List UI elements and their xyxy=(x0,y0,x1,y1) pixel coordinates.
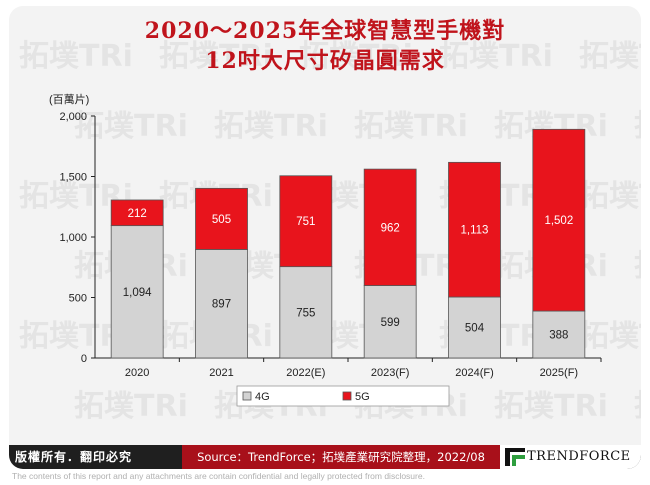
x-tick-label: 2024(F) xyxy=(455,367,494,379)
data-label-4g: 1,094 xyxy=(123,287,152,299)
data-label-5g: 962 xyxy=(381,222,400,234)
watermark-text: 拓墣TRi xyxy=(214,109,328,144)
report-frame: 拓墣TRi 拓墣TRi 拓墣TRi 拓墣TRi 拓墣TRi 拓墣TRi 拓墣TRi 拓墣TRi… xyxy=(9,6,641,469)
bar-5g-4 xyxy=(448,161,501,298)
y-axis-unit: (百萬片) xyxy=(49,93,89,106)
chart-title: 2020～2025年全球智慧型手機對 12吋大尺寸矽晶圓需求 xyxy=(9,16,641,76)
data-label-4g: 388 xyxy=(549,330,568,342)
brand-name: TRENDFORCE xyxy=(527,449,631,464)
title-line-1: 2020～2025年全球智慧型手機對 xyxy=(144,18,506,44)
bar-4g-1 xyxy=(195,249,248,359)
legend-swatch-5g xyxy=(342,391,352,401)
y-tick-label: 0 xyxy=(81,353,87,365)
watermark-text: 拓墣TRi xyxy=(579,179,641,214)
y-tick-label: 1,500 xyxy=(59,172,87,184)
x-tick-label: 2022(E) xyxy=(286,367,325,379)
bar-5g-1 xyxy=(195,187,248,250)
watermark-text: 拓墣TRi xyxy=(159,39,273,74)
x-tick-label: 2021 xyxy=(209,367,233,379)
y-tick-label: 1,000 xyxy=(59,232,87,244)
bar-4g-4 xyxy=(448,296,501,359)
bar-4g-3 xyxy=(363,285,417,359)
data-label-5g: 1,113 xyxy=(461,225,489,237)
source-note: Source：TrendForce；拓墣產業研究院整理，2022/08 xyxy=(182,445,500,469)
brand-logo: TRENDFORCE xyxy=(500,445,641,469)
bar-4g-0 xyxy=(110,225,164,359)
data-label-5g: 1,502 xyxy=(544,215,573,227)
watermark-text: 拓墣TRi xyxy=(634,249,641,284)
y-tick-label: 2,000 xyxy=(59,111,87,123)
data-label-5g: 751 xyxy=(296,216,315,228)
watermark-text: 拓墣TRi xyxy=(494,389,608,424)
data-label-4g: 755 xyxy=(296,307,315,319)
footer-bar: 版權所有．翻印必究 Source：TrendForce；拓墣產業研究院整理，20… xyxy=(9,445,641,469)
legend-label-4g: 4G xyxy=(255,391,270,403)
watermark-text: 拓墣TRi xyxy=(634,389,641,424)
bar-5g-0 xyxy=(110,199,164,227)
watermark-text: 拓墣TRi xyxy=(19,39,133,74)
trendforce-logo-icon xyxy=(505,448,525,466)
watermark-text: 拓墣TRi xyxy=(634,109,641,144)
disclaimer-text: The contents of this report and any atta… xyxy=(12,471,425,481)
legend-swatch-4g xyxy=(242,391,252,401)
stacked-bar-chart: (百萬片) 0 500 1,000 1,500 2,000 1,094 212 2020 897 5… xyxy=(49,93,602,407)
x-tick-label: 2025(F) xyxy=(540,367,579,379)
bar-5g-3 xyxy=(363,168,417,286)
data-label-5g: 212 xyxy=(128,208,147,220)
data-label-4g: 897 xyxy=(212,299,231,311)
x-tick-label: 2020 xyxy=(125,367,149,379)
watermark-text: 拓墣TRi xyxy=(299,39,413,74)
watermark-text: 拓墣TRi xyxy=(74,389,188,424)
data-label-4g: 504 xyxy=(465,323,485,335)
watermark-text: 拓墣TRi xyxy=(439,39,553,74)
watermark-text: 拓墣TRi xyxy=(74,109,188,144)
bar-5g-2 xyxy=(279,175,333,268)
legend: 4G 5G xyxy=(236,385,450,407)
bar-4g-2 xyxy=(279,266,333,359)
data-label-5g: 505 xyxy=(212,214,231,226)
legend-label-5g: 5G xyxy=(355,391,370,403)
data-label-4g: 599 xyxy=(381,317,400,329)
title-line-2: 12吋大尺寸矽晶圓需求 xyxy=(205,48,445,74)
copyright-notice: 版權所有．翻印必究 xyxy=(15,450,133,464)
bar-5g-5 xyxy=(532,128,586,312)
y-tick-label: 500 xyxy=(69,293,87,305)
watermark-text: 拓墣TRi xyxy=(579,319,641,354)
x-tick-label: 2023(F) xyxy=(371,367,410,379)
watermark-text: 拓墣TRi xyxy=(354,109,468,144)
watermark-text: 拓墣TRi xyxy=(579,39,641,74)
